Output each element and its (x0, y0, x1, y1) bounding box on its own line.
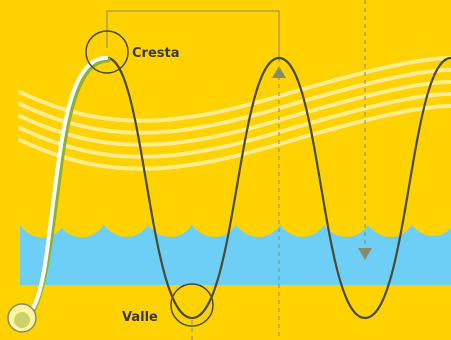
trough-label: Valle (122, 310, 158, 325)
air-stripes (18, 56, 451, 171)
rope-line (20, 56, 108, 318)
arrow-up-icon (272, 66, 286, 78)
water-body (20, 225, 451, 285)
arrow-down-icon (358, 248, 372, 260)
crest-label: Cresta (132, 46, 180, 61)
trough-marker-circle (170, 283, 214, 327)
air-stripe (18, 92, 451, 159)
crest-bracket-line (106, 10, 280, 62)
air-stripe (18, 56, 451, 123)
rope-anchor-inner (14, 312, 30, 328)
wave-line (106, 56, 451, 320)
air-stripe (18, 104, 451, 171)
crest-marker-circle (85, 30, 129, 74)
air-stripe (18, 68, 451, 135)
air-stripe (18, 80, 451, 147)
